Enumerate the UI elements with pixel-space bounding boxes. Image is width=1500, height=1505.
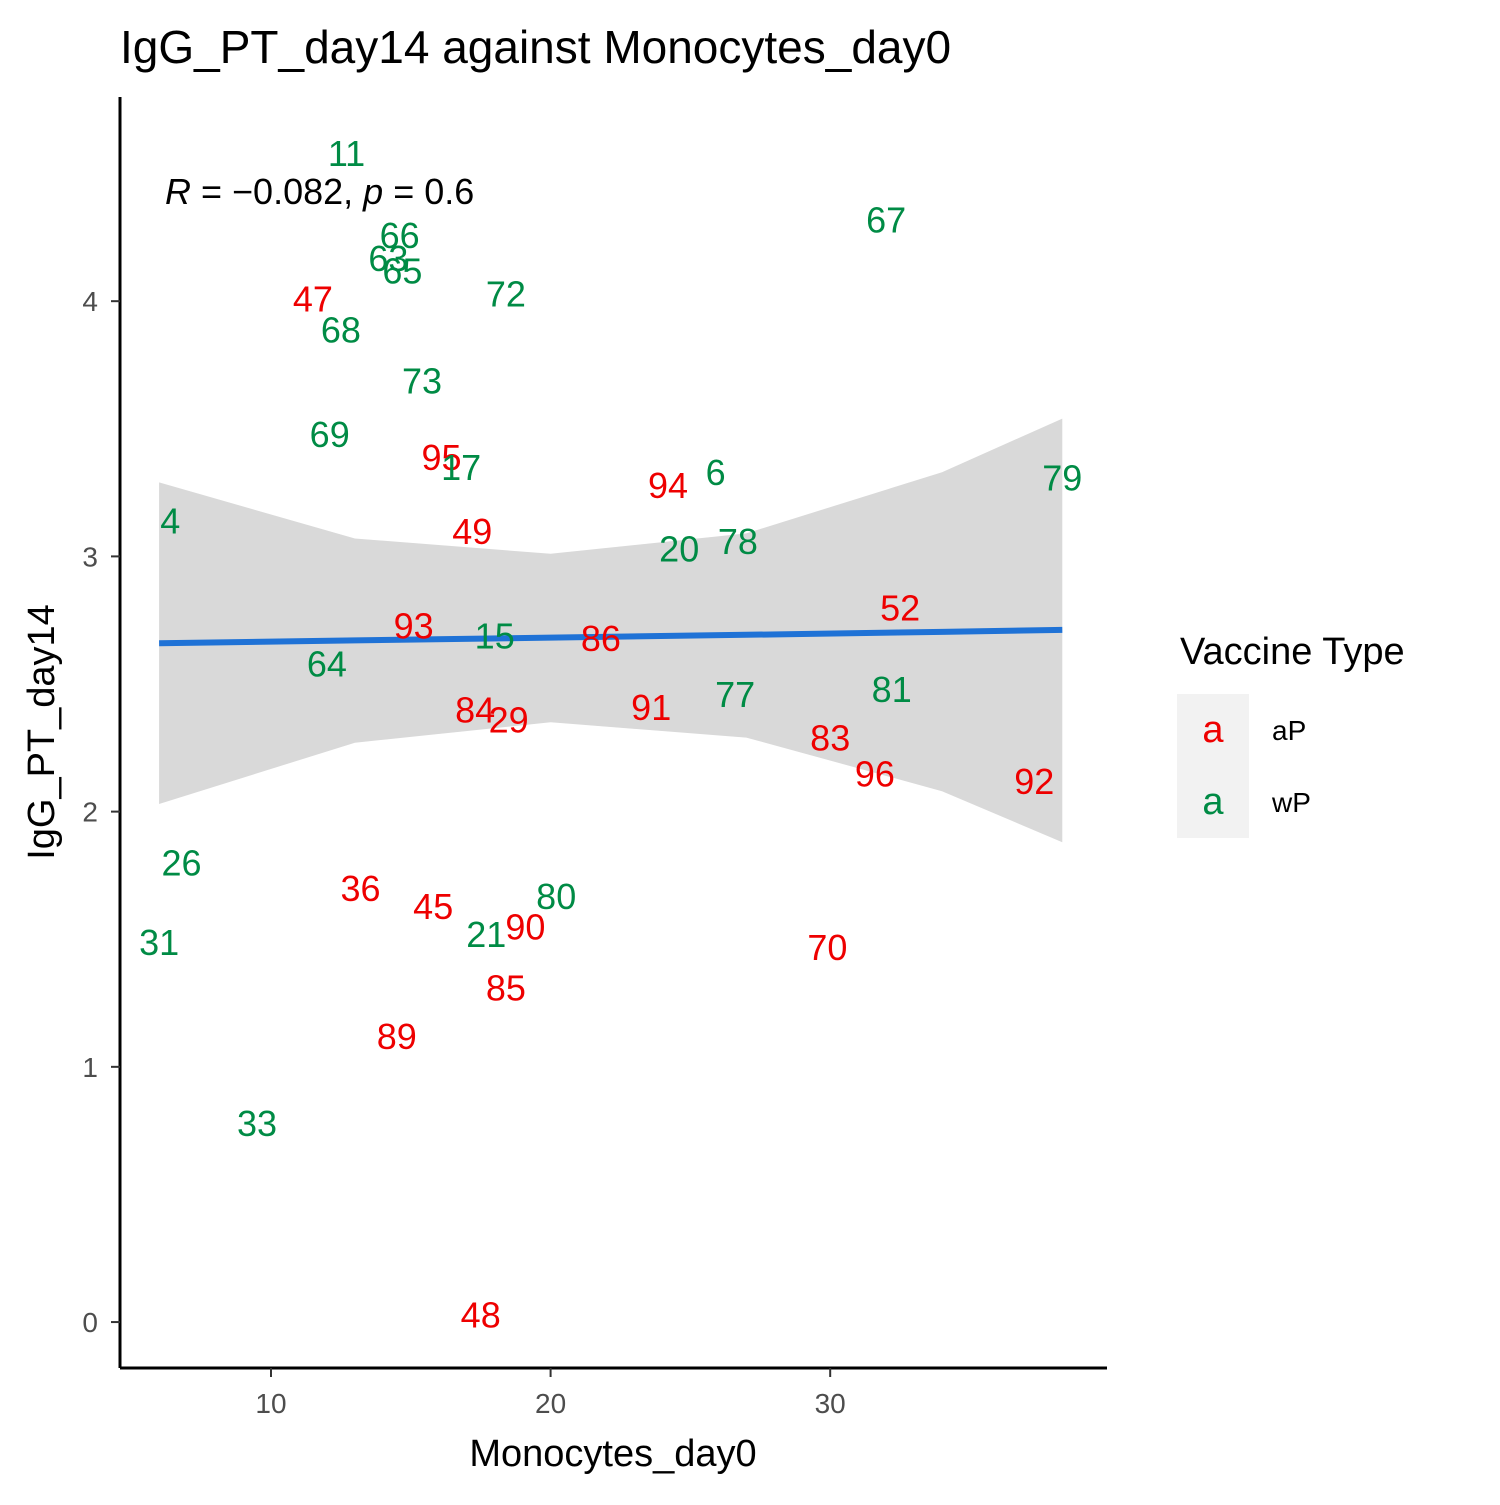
data-point-aP-48: 48: [461, 1294, 501, 1335]
y-axis-title: IgG_PT_day14: [21, 604, 63, 860]
y-tick-label: 0: [82, 1307, 98, 1338]
data-point-wP-21: 21: [466, 914, 506, 955]
data-point-aP-29: 29: [489, 700, 529, 741]
data-point-wP-81: 81: [872, 669, 912, 710]
data-point-wP-33: 33: [237, 1103, 277, 1144]
data-point-aP-90: 90: [505, 907, 545, 948]
r-value: = −0.082,: [191, 171, 363, 212]
data-point-wP-4: 4: [160, 501, 180, 542]
data-point-aP-89: 89: [377, 1016, 417, 1057]
data-point-wP-68: 68: [321, 309, 361, 350]
data-point-wP-69: 69: [310, 414, 350, 455]
correlation-annotation: R = −0.082, p = 0.6: [165, 171, 474, 212]
y-tick-label: 4: [82, 286, 98, 317]
legend-title: Vaccine Type: [1180, 631, 1405, 673]
data-point-aP-94: 94: [648, 465, 688, 506]
data-point-wP-79: 79: [1042, 457, 1082, 498]
legend-key-box: [1177, 766, 1249, 838]
data-point-aP-49: 49: [452, 511, 492, 552]
data-point-wP-64: 64: [307, 644, 347, 685]
data-point-aP-83: 83: [810, 718, 850, 759]
data-point-aP-70: 70: [807, 927, 847, 968]
legend-key-box: [1177, 694, 1249, 766]
data-point-aP-92: 92: [1014, 761, 1054, 802]
confidence-band: [159, 418, 1063, 843]
data-point-wP-66: 66: [380, 215, 420, 256]
data-point-aP-91: 91: [631, 687, 671, 728]
data-point-wP-67: 67: [866, 200, 906, 241]
confidence-band-layer: [159, 418, 1063, 843]
data-point-aP-93: 93: [394, 605, 434, 646]
data-point-aP-95: 95: [421, 437, 461, 478]
data-point-wP-20: 20: [659, 529, 699, 570]
data-point-aP-85: 85: [486, 968, 526, 1009]
data-point-aP-52: 52: [880, 587, 920, 628]
x-tick-label: 30: [815, 1388, 846, 1419]
x-tick-label: 20: [535, 1388, 566, 1419]
data-point-aP-47: 47: [293, 279, 333, 320]
data-point-wP-17: 17: [441, 447, 481, 488]
data-point-aP-84: 84: [455, 690, 495, 731]
y-tick-label: 2: [82, 797, 98, 828]
p-symbol: p: [362, 171, 383, 212]
data-point-wP-15: 15: [475, 616, 515, 657]
chart-title: IgG_PT_day14 against Monocytes_day0: [120, 21, 951, 73]
data-point-wP-6: 6: [706, 452, 726, 493]
axes: 10 20 30 0 1 2 3 4: [82, 97, 1107, 1419]
data-point-aP-86: 86: [581, 618, 621, 659]
data-point-wP-11: 11: [328, 133, 365, 174]
legend: Vaccine Type a aP a wP: [1177, 631, 1405, 838]
data-point-aP-45: 45: [413, 886, 453, 927]
legend-label-wP: wP: [1271, 787, 1311, 818]
data-point-aP-96: 96: [855, 753, 895, 794]
legend-key-glyph: a: [1202, 781, 1224, 823]
regression-line: [159, 626, 1063, 647]
r-symbol: R: [165, 171, 191, 212]
legend-key-glyph: a: [1202, 709, 1224, 751]
legend-label-aP: aP: [1272, 715, 1306, 746]
data-point-wP-72: 72: [486, 274, 526, 315]
data-point-wP-63: 63: [368, 238, 408, 279]
data-point-wP-31: 31: [139, 922, 179, 963]
data-point-wP-78: 78: [718, 521, 758, 562]
data-point-wP-26: 26: [161, 843, 201, 884]
data-point-wP-73: 73: [402, 360, 442, 401]
x-tick-label: 10: [255, 1388, 286, 1419]
y-tick-label: 1: [82, 1052, 98, 1083]
y-tick-label: 3: [82, 541, 98, 572]
data-point-wP-65: 65: [382, 251, 422, 292]
regression-line-layer: [159, 626, 1063, 647]
p-value: = 0.6: [383, 171, 474, 212]
data-point-wP-80: 80: [536, 876, 576, 917]
data-point-aP-36: 36: [340, 868, 380, 909]
data-point-wP-77: 77: [715, 674, 755, 715]
x-axis-title: Monocytes_day0: [469, 1433, 756, 1475]
